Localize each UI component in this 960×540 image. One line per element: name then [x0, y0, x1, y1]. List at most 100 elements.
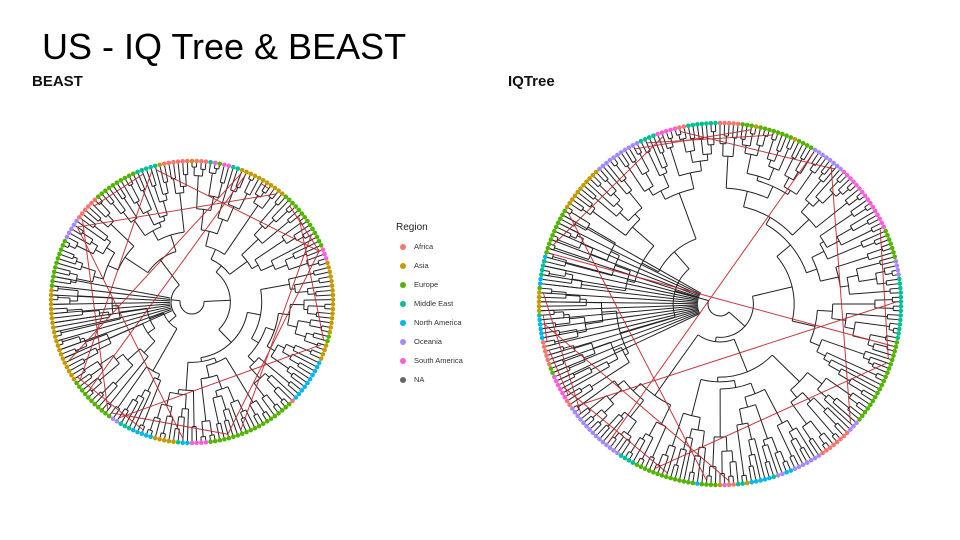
tree-arc — [294, 320, 299, 334]
tree-branch — [782, 462, 787, 472]
legend-label: North America — [414, 318, 462, 327]
tree-branch — [590, 361, 608, 371]
tree-branch — [834, 425, 844, 436]
tree-branch — [610, 439, 617, 448]
tree-arc — [223, 408, 229, 411]
tree-tip — [110, 182, 116, 188]
tree-branch — [55, 306, 171, 333]
tree-branch — [224, 205, 259, 255]
tree-branch — [632, 226, 655, 247]
tree-branch — [823, 358, 831, 363]
tree-arc — [789, 427, 797, 433]
tree-tip — [831, 160, 836, 166]
tree-tip — [695, 122, 700, 127]
tree-branch — [52, 294, 171, 302]
tree-tip — [848, 176, 853, 181]
tree-branch — [621, 152, 630, 165]
tree-tip — [290, 200, 295, 206]
tree-branch — [55, 271, 70, 276]
tree-branch — [583, 415, 592, 423]
tree-branch — [818, 172, 824, 179]
tree-branch — [52, 314, 83, 319]
tree-branch — [57, 307, 172, 342]
tree-branch — [767, 186, 774, 199]
tree-branch — [95, 394, 104, 404]
tree-tip — [844, 430, 850, 436]
tree-branch — [875, 376, 884, 382]
tree-arc — [568, 314, 571, 324]
tree-tip — [48, 297, 54, 302]
tree-branch — [692, 472, 695, 483]
tree-link — [542, 315, 548, 342]
tree-branch — [287, 210, 299, 221]
tree-branch — [792, 320, 816, 327]
tree-branch — [586, 182, 615, 208]
legend-label: Oceania — [414, 337, 442, 346]
legend-label: Africa — [414, 242, 434, 251]
tree-branch — [641, 262, 659, 273]
tree-branch — [115, 353, 124, 360]
tree-branch — [85, 333, 108, 343]
tree-branch — [628, 191, 643, 209]
tree-tip — [626, 145, 632, 150]
tree-branch — [768, 461, 774, 477]
tree-branch — [819, 241, 824, 245]
tree-branch — [812, 437, 823, 453]
tree-branch — [287, 384, 299, 394]
tree-branch — [799, 146, 808, 159]
tree-branch — [553, 311, 700, 373]
tree-branch — [551, 363, 565, 369]
tree-branch — [603, 166, 628, 195]
tree-tip — [713, 482, 718, 488]
tree-arc — [808, 437, 813, 441]
tree-tip — [114, 180, 120, 186]
legend-item: South America — [396, 351, 463, 370]
tree-branch — [739, 408, 743, 425]
tree-branch — [809, 341, 820, 347]
tree-tip — [260, 177, 266, 183]
tree-tip — [51, 274, 56, 279]
tree-tip — [796, 138, 802, 144]
tree-branch — [60, 309, 172, 351]
tree-branch — [800, 202, 810, 213]
tree-tip — [668, 475, 673, 481]
tree-link — [227, 250, 320, 435]
tree-tip — [537, 322, 543, 327]
tree-branch — [260, 264, 274, 272]
tree-tip — [841, 169, 847, 175]
tree-branch — [129, 176, 134, 185]
tree-branch — [288, 272, 315, 280]
tree-branch — [549, 273, 566, 277]
tree-tip — [276, 410, 281, 416]
tree-arc — [625, 164, 630, 168]
tree-branch — [806, 268, 817, 274]
tree-branch — [613, 436, 625, 450]
tree-tip — [296, 391, 302, 397]
legend-swatch — [400, 243, 406, 250]
tree-branch — [271, 191, 279, 200]
tree-branch — [823, 411, 837, 425]
tree-tip — [854, 182, 859, 188]
tree-branch — [550, 310, 700, 365]
tree-branch — [831, 359, 882, 386]
tree-branch — [819, 213, 853, 237]
tree-branch — [754, 438, 766, 479]
tree-branch — [848, 197, 859, 206]
tree-tip — [279, 191, 285, 196]
tree-tip — [180, 159, 185, 164]
tree-tip — [55, 343, 61, 348]
tree-tip — [708, 120, 714, 126]
tree-branch — [73, 256, 78, 259]
tree-link — [879, 228, 889, 359]
tree-tip — [804, 143, 810, 148]
tree-branch — [570, 203, 582, 212]
tree-branch — [669, 147, 680, 177]
tree-tip — [896, 272, 901, 277]
tree-branch — [266, 394, 276, 406]
tree-tip — [638, 464, 644, 470]
tree-branch — [784, 157, 794, 176]
tree-tip — [82, 391, 88, 397]
tree-branch — [799, 449, 808, 462]
tree-arc — [230, 399, 239, 404]
tree-branch — [116, 183, 127, 198]
